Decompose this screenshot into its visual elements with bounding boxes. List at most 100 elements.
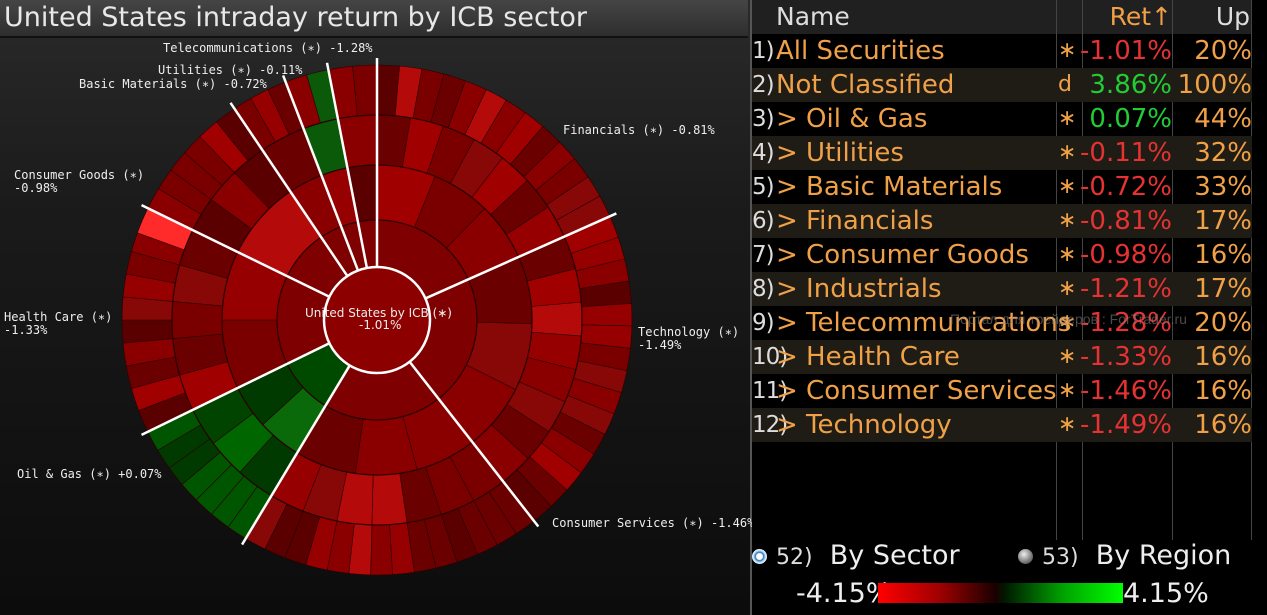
by-sector-radio[interactable] <box>752 549 767 564</box>
row-number: 1) <box>752 38 775 64</box>
sector-table-panel: Name Ret↑ Up 1) All Securities ∗ -1.01% 20% 2… <box>752 0 1267 615</box>
by-region-label: By Region <box>1095 540 1232 571</box>
table-row[interactable]: 10) > Health Care ∗ -1.33% 16% <box>752 340 1252 374</box>
row-name[interactable]: > Utilities <box>776 138 904 168</box>
header-name[interactable]: Name <box>776 2 850 31</box>
scale-min: -4.15% <box>796 578 892 609</box>
by-region-radio[interactable] <box>1018 549 1033 564</box>
header-ret-sort[interactable]: Ret↑ <box>1109 2 1172 31</box>
sector-separator-line <box>140 204 330 298</box>
label-technology: Technology (∗) -1.49% <box>638 326 739 352</box>
row-name[interactable]: > Technology <box>776 410 952 440</box>
row-flag: ∗ <box>1058 174 1077 199</box>
table-row[interactable]: 3) > Oil & Gas ∗ 0.07% 44% <box>752 102 1252 136</box>
table-row[interactable]: 1) All Securities ∗ -1.01% 20% <box>752 34 1252 68</box>
row-name[interactable]: > Consumer Services <box>776 376 1057 406</box>
label-telecom-name: Telecommunications (∗) <box>163 41 322 55</box>
label-healthcare-name: Health Care (∗) <box>4 310 113 324</box>
sector-separators <box>140 58 617 546</box>
row-return: -0.11% <box>1080 138 1172 168</box>
table-row[interactable]: 9) > Telecommunications ∗ -1.28% 20% <box>752 306 1252 340</box>
by-region-num: 53) <box>1042 545 1079 570</box>
table-row[interactable]: 12) > Technology ∗ -1.49% 16% <box>752 408 1252 442</box>
by-sector-num: 52) <box>776 545 813 570</box>
label-financials-name: Financials (∗) <box>563 123 665 137</box>
by-region-option[interactable]: 53) By Region <box>1042 540 1231 571</box>
sunburst-panel: United States intraday return by ICB sec… <box>0 0 755 615</box>
technology-wedge-segment[interactable] <box>581 303 633 327</box>
row-name[interactable]: > Consumer Goods <box>776 240 1029 270</box>
row-name[interactable]: > Health Care <box>776 342 960 372</box>
label-oil-gas: Oil & Gas (∗) +0.07% <box>17 468 162 481</box>
center-value: -1.01% <box>359 318 402 332</box>
sector-separator-line <box>325 62 369 269</box>
row-number: 12) <box>752 412 788 438</box>
table-row[interactable]: 7) > Consumer Goods ∗ -0.98% 16% <box>752 238 1252 272</box>
label-financials: Financials (∗) -0.81% <box>563 124 715 137</box>
row-up: 20% <box>1194 308 1252 338</box>
table-row[interactable]: 5) > Basic Materials ∗ -0.72% 33% <box>752 170 1252 204</box>
label-consservices-name: Consumer Services (∗) <box>552 516 704 530</box>
table-row[interactable]: 2) Not Classified d 3.86% 100% <box>752 68 1252 102</box>
row-number: 7) <box>752 242 775 268</box>
row-name[interactable]: All Securities <box>776 36 945 66</box>
row-flag: ∗ <box>1058 106 1077 131</box>
health-care-wedge-segment[interactable] <box>171 301 223 339</box>
center-label: United States by ICB (∗) <box>305 307 452 320</box>
row-name[interactable]: > Industrials <box>776 274 942 304</box>
column-divider <box>1056 0 1057 540</box>
consumer-services-wedge-segment[interactable] <box>370 524 393 576</box>
row-flag: ∗ <box>1058 310 1077 335</box>
label-health-care: Health Care (∗) -1.33% <box>4 311 112 337</box>
label-basic-materials: Basic Materials (∗) -0.72% <box>79 78 267 91</box>
label-consumer-goods: Consumer Goods (∗) -0.98% <box>14 169 144 195</box>
table-row[interactable]: 6) > Financials ∗ -0.81% 17% <box>752 204 1252 238</box>
row-up: 16% <box>1194 240 1252 270</box>
row-up: 16% <box>1194 342 1252 372</box>
center-circle[interactable] <box>322 265 432 375</box>
label-consgoods-value: -0.98% <box>14 181 58 195</box>
row-return: -1.01% <box>1080 36 1172 66</box>
table-header: Name Ret↑ Up <box>752 0 1252 34</box>
row-name[interactable]: Not Classified <box>776 70 955 100</box>
label-telecom: Telecommunications (∗) -1.28% <box>163 42 373 55</box>
technology-wedge-segment[interactable] <box>531 301 583 337</box>
table-row[interactable]: 8) > Industrials ∗ -1.21% 17% <box>752 272 1252 306</box>
header-up[interactable]: Up <box>1215 2 1250 31</box>
row-flag: ∗ <box>1058 38 1077 63</box>
row-return: -1.49% <box>1080 410 1172 440</box>
label-telecom-value: -1.28% <box>329 41 373 55</box>
row-flag: ∗ <box>1058 344 1077 369</box>
row-number: 11) <box>752 378 788 404</box>
row-return: -1.33% <box>1080 342 1172 372</box>
row-return: -0.98% <box>1080 240 1172 270</box>
row-up: 20% <box>1194 36 1252 66</box>
label-utilities-name: Utilities (∗) <box>158 63 252 77</box>
sunburst-chart[interactable] <box>0 38 748 615</box>
watermark: Портал для трейдеров : ForTrader.ru <box>950 311 1187 327</box>
row-return: 0.07% <box>1089 104 1172 134</box>
row-return: 3.86% <box>1089 70 1172 100</box>
center-name: United States by ICB (∗) <box>305 306 452 320</box>
sector-separator-line <box>424 212 617 300</box>
label-consservices-value: -1.46% <box>710 516 755 530</box>
label-utilities-value: -0.11% <box>259 63 303 77</box>
label-financials-value: -0.81% <box>671 123 715 137</box>
sector-separator-line <box>281 74 360 271</box>
row-name[interactable]: > Oil & Gas <box>776 104 928 134</box>
row-up: 16% <box>1194 376 1252 406</box>
label-oilgas-value: +0.07% <box>118 467 162 481</box>
row-flag: ∗ <box>1058 242 1077 267</box>
row-flag: ∗ <box>1058 378 1077 403</box>
row-flag: d <box>1058 72 1072 97</box>
by-sector-label: By Sector <box>829 540 960 571</box>
row-number: 5) <box>752 174 775 200</box>
row-name[interactable]: > Telecommunications <box>776 308 1072 338</box>
column-divider <box>1251 0 1252 540</box>
table-row[interactable]: 4) > Utilities ∗ -0.11% 32% <box>752 136 1252 170</box>
table-row[interactable]: 11) > Consumer Services ∗ -1.46% 16% <box>752 374 1252 408</box>
row-name[interactable]: > Financials <box>776 206 934 236</box>
label-healthcare-value: -1.33% <box>4 323 48 337</box>
row-name[interactable]: > Basic Materials <box>776 172 1003 202</box>
by-sector-option[interactable]: 52) By Sector <box>776 540 960 571</box>
